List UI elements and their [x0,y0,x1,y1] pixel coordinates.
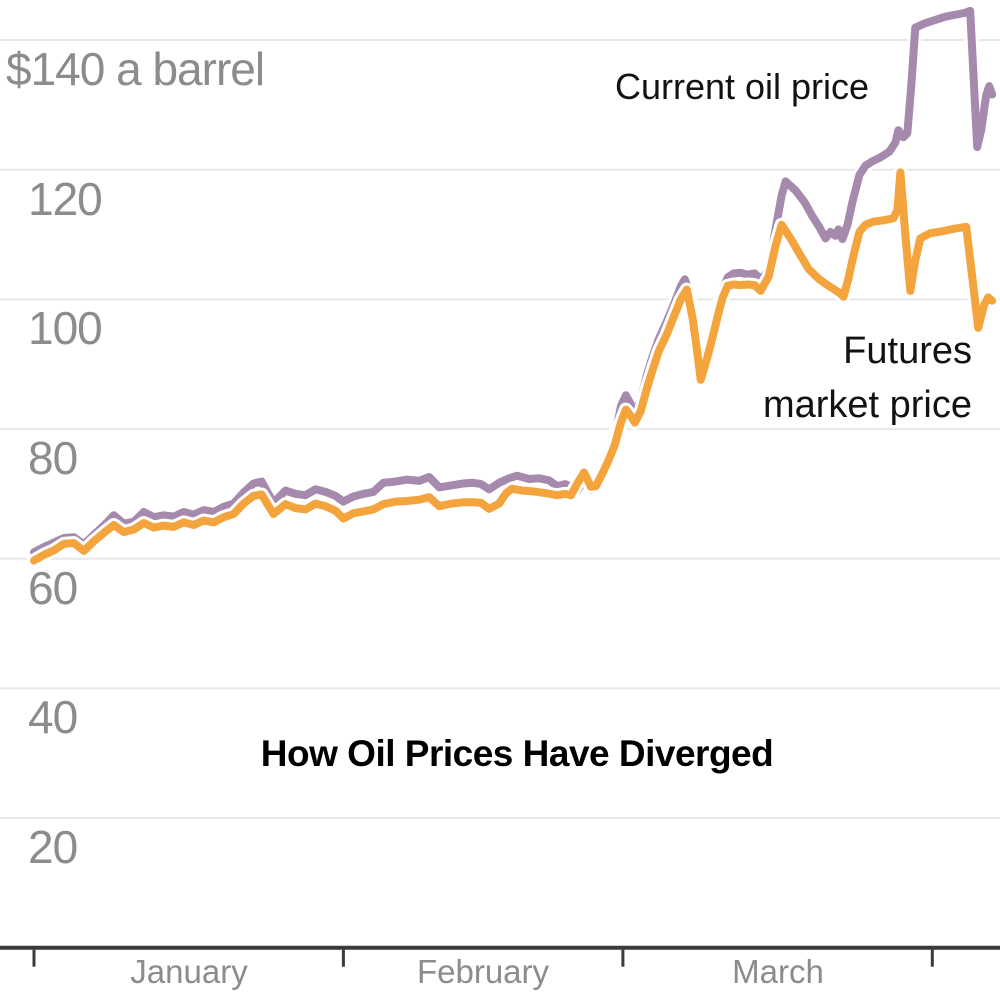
futures-market-price-line [30,168,997,565]
current-oil-price-annotation: Current oil price [614,66,870,107]
y-axis-label-140: $140 a barrel [6,43,265,95]
chart-title: How Oil Prices Have Diverged [260,733,774,774]
month-label-march: March [732,953,824,990]
month-label-january: January [130,953,248,990]
y-axis-label-20: 20 [28,821,78,873]
y-axis-label-40: 40 [28,691,78,743]
futures-market-price-annotation: Futures market price [762,330,972,426]
y-axis-label-60: 60 [28,562,78,614]
y-axis-label-80: 80 [28,432,78,484]
month-label-february: February [416,953,550,990]
y-axis-label-120: 120 [28,173,103,225]
y-axis-label-100: 100 [28,302,103,354]
